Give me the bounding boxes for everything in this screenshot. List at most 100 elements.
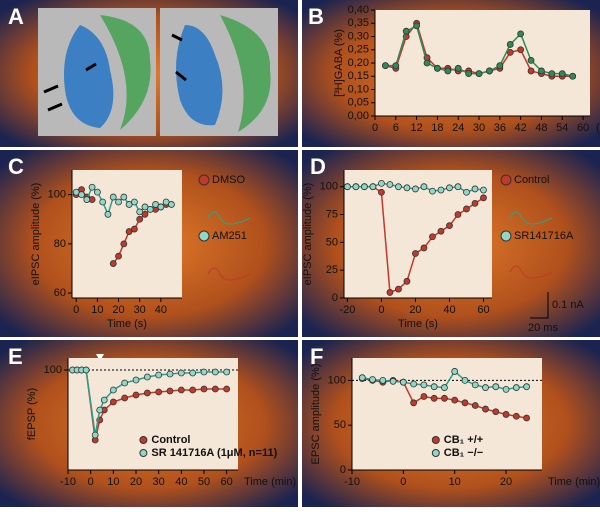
x-tick-label: 42 xyxy=(515,122,527,134)
data-point xyxy=(109,386,117,394)
data-point xyxy=(93,188,101,196)
x-tick-label: 40 xyxy=(175,476,187,488)
legend-marker xyxy=(500,174,512,186)
y-axis-label: fEPSP (%) xyxy=(26,388,38,440)
data-point xyxy=(446,184,453,192)
y-tick-label: 0,10 xyxy=(348,83,369,95)
x-tick-label: 20 xyxy=(130,476,142,488)
data-point xyxy=(399,378,407,386)
data-point xyxy=(403,277,411,285)
x-axis-label: Time (s) xyxy=(107,318,147,330)
legend-label: Control xyxy=(151,434,190,446)
data-point xyxy=(402,27,410,35)
data-point xyxy=(420,183,428,191)
y-tick-label: 80 xyxy=(54,238,66,250)
data-point xyxy=(121,394,129,402)
data-point xyxy=(444,67,452,75)
data-point xyxy=(386,181,394,188)
legend-label: AM251 xyxy=(212,230,247,242)
legend-marker xyxy=(431,449,440,457)
data-point xyxy=(132,376,140,384)
data-point xyxy=(155,371,163,379)
x-axis-label: Time (s) xyxy=(398,318,438,330)
data-point xyxy=(131,198,138,206)
data-point xyxy=(109,260,117,267)
data-point xyxy=(506,49,514,56)
legend-label: SR141716A xyxy=(514,230,574,242)
data-point xyxy=(471,381,479,389)
data-point xyxy=(496,62,504,70)
data-point xyxy=(200,385,208,393)
data-point xyxy=(538,67,545,75)
data-point xyxy=(395,285,402,293)
x-tick-label: 18 xyxy=(431,122,443,134)
data-point xyxy=(434,64,441,72)
data-point xyxy=(115,252,122,260)
green-profile xyxy=(100,15,151,130)
panel-letter: B xyxy=(308,4,324,29)
data-point xyxy=(109,193,117,201)
y-tick-label: 100 xyxy=(44,364,62,376)
y-tick-label: 0,00 xyxy=(348,110,369,122)
scale-bar xyxy=(530,292,549,319)
panel-letter: D xyxy=(310,154,326,179)
legend-marker xyxy=(139,449,148,457)
data-point xyxy=(155,388,163,396)
blue-profile xyxy=(176,25,223,126)
data-point xyxy=(120,193,128,201)
data-point xyxy=(143,389,151,397)
data-point xyxy=(410,380,418,388)
x-tick-label: 0 xyxy=(73,304,79,316)
data-point xyxy=(146,205,154,213)
panel-letter: C xyxy=(8,154,24,179)
arrows xyxy=(43,33,187,112)
data-point xyxy=(369,376,376,383)
data-point xyxy=(168,201,175,208)
data-point xyxy=(358,374,366,382)
data-point xyxy=(382,62,389,70)
x-tick-label: 50 xyxy=(198,476,210,488)
y-tick-label: 50 xyxy=(326,236,338,248)
x-tick-label: 0 xyxy=(378,304,384,316)
data-point xyxy=(429,233,436,241)
x-tick-label: -20 xyxy=(339,304,355,316)
plot-area xyxy=(352,358,542,470)
data-point xyxy=(369,183,377,191)
panel-letter: F xyxy=(310,344,323,369)
y-tick-label: 0 xyxy=(340,464,346,476)
scale-bar-label: 20 ms xyxy=(528,322,558,334)
micrograph xyxy=(38,8,278,136)
data-point xyxy=(471,402,479,409)
y-tick-label: 0 xyxy=(332,292,338,304)
x-tick-label: 40 xyxy=(155,304,167,316)
data-point xyxy=(378,188,385,196)
data-point xyxy=(166,370,174,378)
x-tick-label: 30 xyxy=(473,122,485,134)
data-point xyxy=(403,184,411,192)
legend-label: DMSO xyxy=(212,174,245,186)
data-point xyxy=(88,183,96,191)
x-tick-label: 48 xyxy=(535,122,547,134)
legend-label: CB₁ −/− xyxy=(444,447,483,459)
trace xyxy=(207,211,251,225)
y-tick-label: 0,20 xyxy=(348,57,369,69)
data-point xyxy=(177,386,185,394)
data-point xyxy=(569,72,577,80)
data-point xyxy=(506,41,514,48)
data-point xyxy=(361,183,368,191)
x-tick-label: 0 xyxy=(372,122,378,134)
data-point xyxy=(120,240,128,248)
legend-label: Control xyxy=(514,174,549,186)
x-axis-label: Time (min) xyxy=(548,476,600,488)
data-point xyxy=(512,412,520,420)
y-axis-label: eIPSC amplitude (%) xyxy=(30,183,42,286)
x-tick-label: 0 xyxy=(400,476,406,488)
data-point xyxy=(475,70,483,77)
y-tick-label: 60 xyxy=(54,287,66,299)
data-point xyxy=(463,188,470,196)
green-profile xyxy=(220,15,271,132)
data-point xyxy=(548,70,556,77)
data-point xyxy=(104,210,112,218)
y-axis-label: [³H]GABA (%) xyxy=(333,29,345,97)
data-point xyxy=(471,185,479,193)
